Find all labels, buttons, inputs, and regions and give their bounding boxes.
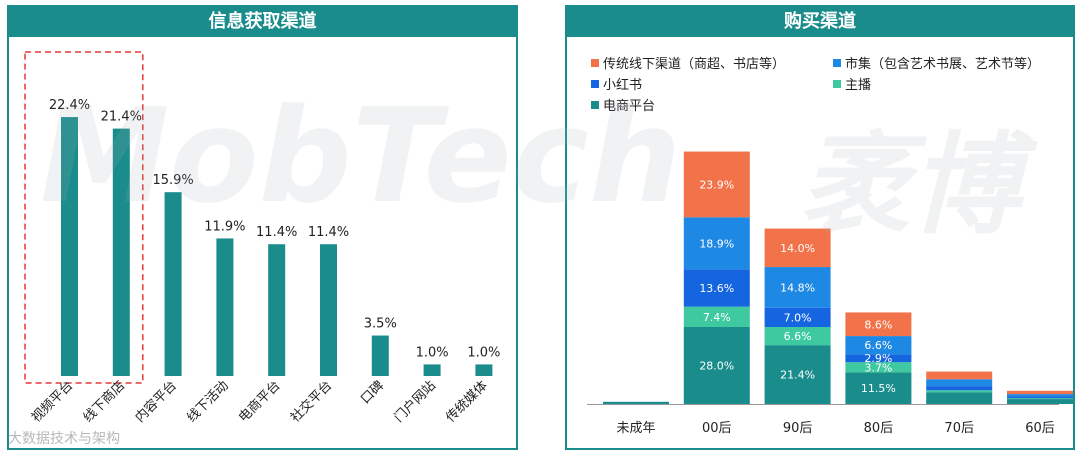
bar-segment	[926, 371, 993, 380]
data-label: 2.9%	[864, 352, 892, 365]
watermark-corner: 大数据技术与架构	[8, 431, 120, 447]
bar-segment	[845, 362, 912, 373]
bar-segment	[1007, 390, 1073, 395]
category-label: 线下活动	[184, 378, 231, 425]
legend-label: 市集（包含艺术书展、艺术节等）	[845, 56, 1040, 72]
bar	[112, 128, 130, 376]
legend-swatch	[833, 59, 841, 67]
data-label: 11.9%	[204, 219, 245, 234]
data-label: 11.5%	[861, 382, 896, 395]
category-label: 电商平台	[236, 378, 283, 425]
data-label: 13.6%	[699, 282, 734, 295]
bar-segment	[1007, 396, 1073, 399]
category-label: 线下商店	[81, 378, 128, 425]
info-channel-title: 信息获取渠道	[9, 7, 516, 37]
bar	[216, 238, 234, 376]
legend-swatch	[591, 80, 599, 88]
legend-label: 主播	[845, 78, 871, 93]
bar-segment	[683, 327, 750, 404]
category-label: 社交平台	[287, 378, 335, 426]
legend-label: 传统线下渠道（商超、书店等）	[603, 56, 785, 72]
bar-segment	[764, 327, 831, 346]
bar-segment	[764, 267, 831, 308]
bar	[320, 244, 337, 376]
category-label: 内容平台	[132, 378, 180, 426]
bar-segment	[926, 392, 993, 404]
category-label: 视频平台	[29, 378, 76, 425]
data-label: 15.9%	[152, 173, 193, 188]
info-channel-panel: 信息获取渠道 22.4% 视频平台 21.4% 线下商店 15.9% 内容平台 11.9% 线…	[7, 5, 518, 450]
category-label: 口碑	[357, 378, 387, 408]
data-label: 6.6%	[864, 339, 892, 352]
data-label: 18.9%	[699, 237, 734, 250]
data-label: 14.8%	[780, 281, 815, 294]
bar-segment	[845, 372, 912, 404]
bar-segment	[603, 401, 669, 404]
bar-segment	[683, 269, 750, 307]
bar-segment	[926, 390, 993, 393]
data-label: 14.0%	[780, 242, 815, 255]
category-label: 00后	[702, 421, 732, 436]
data-label: 7.0%	[784, 311, 812, 324]
bar-segment	[764, 307, 831, 327]
data-label: 3.7%	[864, 361, 892, 374]
legend-swatch	[591, 59, 599, 67]
category-label: 80后	[864, 421, 894, 436]
bar-segment	[683, 151, 750, 218]
data-label: 7.4%	[703, 311, 731, 324]
category-label: 门户网站	[391, 378, 439, 426]
legend-label: 电商平台	[603, 99, 655, 114]
bar-segment	[926, 386, 993, 391]
bar	[423, 364, 441, 376]
bar	[164, 192, 182, 376]
data-label: 3.5%	[364, 317, 397, 332]
bar-segment	[683, 306, 750, 327]
bar-segment	[845, 336, 912, 355]
bar	[268, 244, 286, 376]
purchase-channel-chart: 传统线下渠道（商超、书店等） 市集（包含艺术书展、艺术节等） 小红书 主播电商平台未成…	[587, 56, 1073, 436]
purchase-channel-title: 购买渠道	[567, 7, 1073, 37]
bar-segment	[1007, 399, 1073, 404]
data-label: 21.4%	[101, 110, 142, 125]
data-label: 1.0%	[416, 345, 449, 360]
category-label: 未成年	[616, 421, 655, 436]
highlight-box	[24, 51, 144, 384]
data-label: 28.0%	[699, 360, 734, 373]
data-label: 8.6%	[864, 318, 892, 331]
data-label: 6.6%	[784, 330, 812, 343]
category-label: 60后	[1025, 421, 1055, 436]
bar-segment	[1007, 394, 1073, 397]
bar	[475, 364, 493, 376]
bar-segment	[764, 228, 831, 268]
bar-segment	[845, 354, 912, 363]
data-label: 23.9%	[699, 178, 734, 191]
category-label: 70后	[944, 421, 974, 436]
data-label: 22.4%	[49, 98, 90, 113]
purchase-channel-panel: 购买渠道 传统线下渠道（商超、书店等） 市集（包含艺术书展、艺术节等） 小红书 主播电…	[565, 5, 1075, 450]
bar	[371, 335, 389, 376]
bar-segment	[683, 217, 750, 270]
legend-swatch	[591, 101, 599, 109]
info-channel-chart: 22.4% 视频平台 21.4% 线下商店 15.9% 内容平台 11.9% 线下活动 11.4…	[24, 51, 500, 426]
data-label: 1.0%	[467, 345, 500, 360]
category-label: 90后	[783, 421, 813, 436]
bar-segment	[926, 379, 993, 387]
legend-swatch	[833, 80, 841, 88]
bar	[61, 117, 78, 376]
bar-segment	[764, 345, 831, 404]
legend-label: 小红书	[603, 77, 642, 93]
bar-segment	[845, 312, 912, 337]
data-label: 11.4%	[308, 225, 349, 240]
data-label: 11.4%	[256, 225, 297, 240]
bar-segment	[1007, 398, 1073, 400]
data-label: 21.4%	[780, 369, 815, 382]
category-label: 传统媒体	[443, 378, 490, 425]
